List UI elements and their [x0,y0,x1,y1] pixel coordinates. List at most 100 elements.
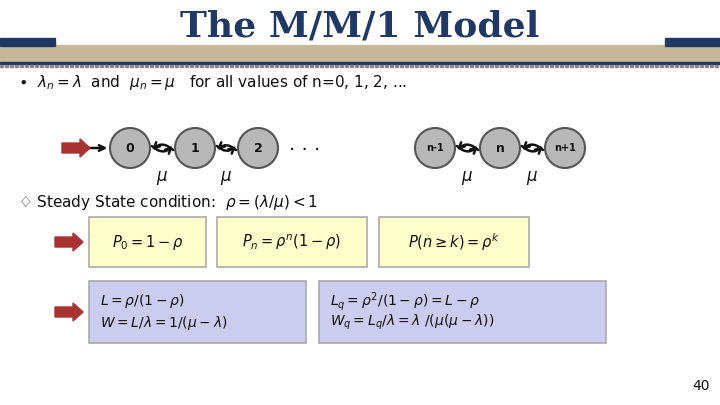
Bar [345,65,348,67]
Bar [60,65,63,67]
Bar [635,65,637,67]
Bar [285,65,287,67]
Bar [110,65,112,67]
Bar [615,65,618,67]
Bar [70,65,73,67]
Bar [705,65,708,67]
Bar [235,65,238,67]
Circle shape [238,128,278,168]
Bar [335,65,338,67]
Bar [200,65,202,67]
Bar [190,65,192,67]
Bar [45,65,48,67]
Bar [510,65,513,67]
Bar [195,65,197,67]
Bar [700,65,703,67]
Bar [420,65,423,67]
Text: $L_q= \rho^2/(1- \rho) = L-\rho$: $L_q= \rho^2/(1- \rho) = L-\rho$ [330,290,480,313]
Text: 0: 0 [125,141,135,154]
Bar [30,65,32,67]
Bar [715,65,718,67]
Bar [450,65,452,67]
Bar [570,65,572,67]
Bar [0,45,720,63]
Bar [300,65,302,67]
FancyBboxPatch shape [319,281,606,343]
Bar [650,65,652,67]
Bar [560,65,562,67]
Bar [175,65,178,67]
Bar [640,65,642,67]
Bar [590,65,593,67]
Text: $W=L/\lambda=1/(\mu- \lambda)$: $W=L/\lambda=1/(\mu- \lambda)$ [100,314,228,332]
Bar [390,65,392,67]
Bar [485,65,487,67]
Bar [230,65,233,67]
Bar [550,65,552,67]
Bar [290,65,292,67]
Bar [515,65,518,67]
Bar [75,65,78,67]
Bar [665,38,720,46]
Bar [670,65,672,67]
Bar [710,65,713,67]
Bar [340,65,343,67]
Bar [630,65,632,67]
Text: n: n [495,141,505,154]
Bar [505,65,508,67]
Polygon shape [55,233,83,251]
Bar [440,65,443,67]
Bar [685,65,688,67]
Bar [605,65,608,67]
Text: n+1: n+1 [554,143,576,153]
Bar [395,65,397,67]
Bar [205,65,207,67]
Bar [315,65,318,67]
Bar [0,62,720,64]
Bar [430,65,433,67]
Bar [370,65,372,67]
Bar [425,65,428,67]
Bar [470,65,472,67]
Bar [215,65,217,67]
Bar [90,65,92,67]
Bar [465,65,467,67]
Bar [610,65,613,67]
Bar [25,65,27,67]
Bar [455,65,457,67]
Bar [55,65,58,67]
Bar [660,65,662,67]
Bar [675,65,678,67]
FancyBboxPatch shape [379,217,529,267]
Text: 2: 2 [253,141,262,154]
Bar [165,65,168,67]
Bar [140,65,143,67]
FancyBboxPatch shape [89,281,306,343]
Bar [490,65,492,67]
Bar [120,65,122,67]
Text: · · ·: · · · [289,141,320,160]
Bar [130,65,132,67]
Bar [445,65,448,67]
Bar [350,65,353,67]
Bar [460,65,462,67]
Bar [225,65,228,67]
Bar [645,65,647,67]
Bar [530,65,533,67]
Bar [150,65,153,67]
Bar [545,65,547,67]
Bar [625,65,628,67]
Bar [270,65,272,67]
Polygon shape [62,139,90,157]
Bar [15,65,17,67]
Bar [435,65,438,67]
Bar [600,65,603,67]
Bar [210,65,212,67]
Bar [240,65,243,67]
Text: 1: 1 [191,141,199,154]
Text: $P(n \geq k) = \rho^k$: $P(n \geq k) = \rho^k$ [408,231,500,253]
Bar [245,65,248,67]
Bar [320,65,323,67]
Bar [95,65,97,67]
Text: $\mu$: $\mu$ [526,169,538,187]
